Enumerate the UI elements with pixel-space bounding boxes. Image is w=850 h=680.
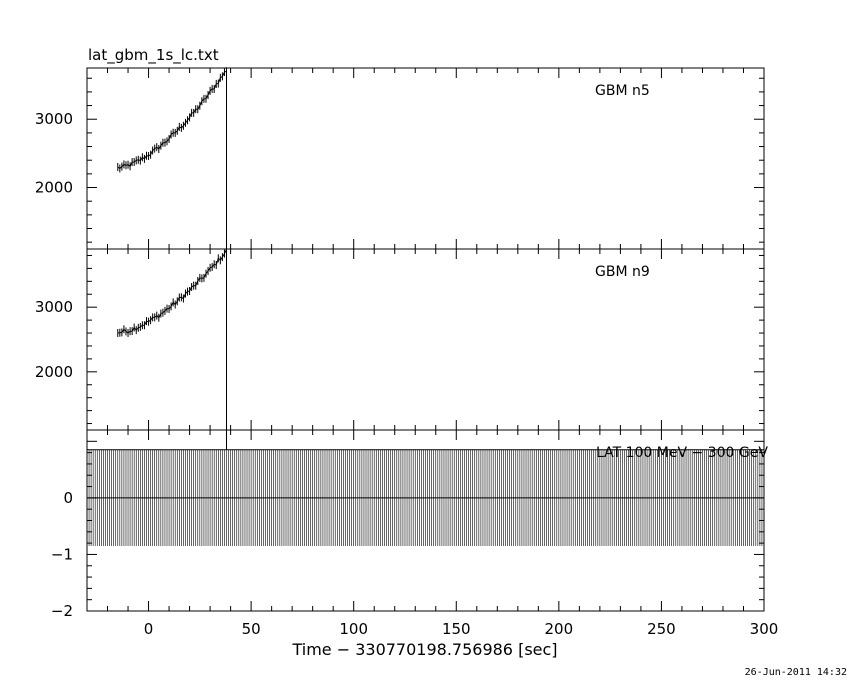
chart-title: lat_gbm_1s_lc.txt — [88, 46, 219, 65]
x-tick-label: 250 — [647, 620, 676, 638]
panel-label: GBM n9 — [595, 264, 650, 280]
x-axis: 0 50 100 150 200 250 300 — [144, 620, 779, 638]
panel-frame — [86, 248, 765, 431]
x-tick-label: 200 — [545, 620, 574, 638]
date-stamp: 26-Jun-2011 14:32 — [745, 667, 847, 678]
y-tick-label: 3000 — [35, 110, 73, 128]
y-tick-label: 2000 — [35, 363, 73, 381]
x-tick-label: 150 — [442, 620, 471, 638]
x-tick-label: 100 — [339, 620, 368, 638]
data-line — [117, 70, 227, 170]
x-axis-label: Time − 330770198.756986 [sec] — [291, 640, 557, 659]
data-line — [117, 249, 227, 334]
panel-frame — [86, 67, 765, 250]
x-tick-label: 0 — [144, 620, 154, 638]
y-tick-label: 3000 — [35, 298, 73, 316]
y-tick-label: 2000 — [35, 179, 73, 197]
panel-gbm-n9: 2000 3000 GBM n9 — [35, 245, 765, 431]
y-tick-label: 0 — [63, 489, 73, 507]
x-tick-label: 50 — [242, 620, 261, 638]
panel-label: GBM n5 — [595, 83, 650, 99]
y-tick-label: −1 — [51, 545, 73, 563]
y-tick-label: −2 — [51, 602, 73, 620]
panel-gbm-n5: 2000 3000 GBM n5 — [35, 67, 765, 250]
x-tick-label: 300 — [750, 620, 779, 638]
